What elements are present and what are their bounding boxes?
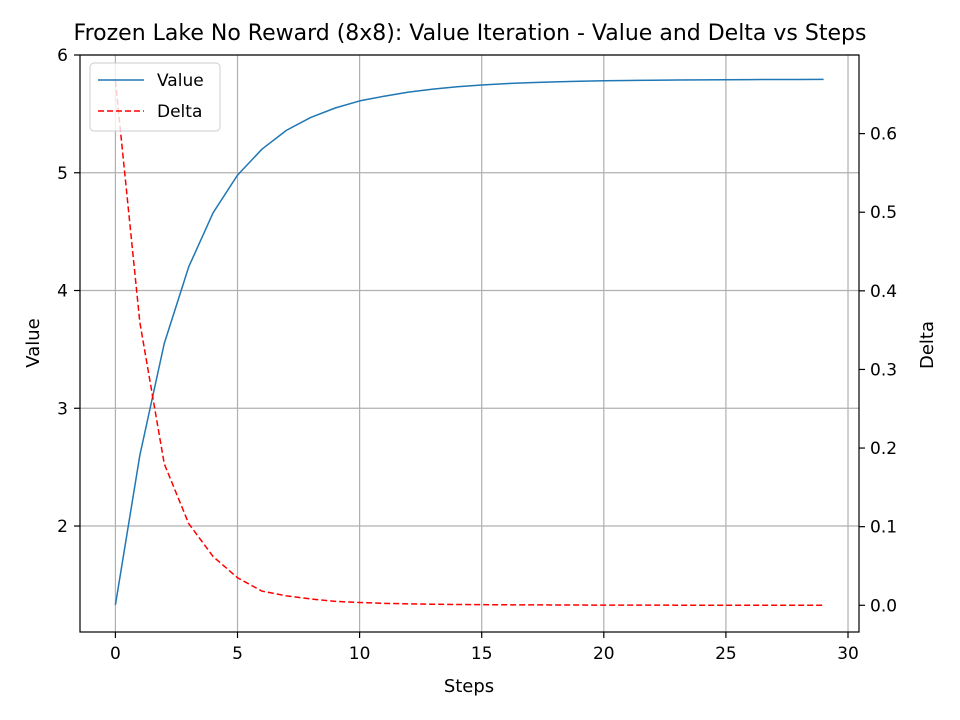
y-tick-label: 3 — [57, 399, 68, 419]
y2-tick-label: 0.1 — [870, 518, 897, 538]
legend-label-delta: Delta — [157, 102, 202, 122]
x-tick-label: 20 — [593, 644, 615, 664]
x-tick-label: 0 — [110, 644, 121, 664]
y2-axis-label: Delta — [917, 321, 938, 369]
y-tick-label: 5 — [57, 164, 68, 184]
y2-tick-label: 0.0 — [870, 596, 897, 616]
x-tick-label: 30 — [837, 644, 859, 664]
axes: 0 5 10 15 20 25 30 2 3 4 5 6 0.0 0.1 0.2 0.3 0.4 0.5 0.6 — [57, 46, 897, 664]
x-tick-label: 25 — [715, 644, 737, 664]
y2-tick-label: 0.6 — [870, 125, 897, 145]
y-tick-label: 6 — [57, 46, 68, 66]
y2-tick-label: 0.5 — [870, 203, 897, 223]
y2-tick-label: 0.2 — [870, 439, 897, 459]
plot-frame — [79, 54, 860, 633]
x-tick-label: 15 — [471, 644, 493, 664]
legend: Value Delta — [89, 62, 221, 132]
y-tick-label: 2 — [57, 517, 68, 537]
y-axis-label: Value — [23, 318, 44, 367]
series-line-value — [114, 78, 824, 606]
chart-title: Frozen Lake No Reward (8x8): Value Itera… — [74, 21, 867, 46]
series-line-delta — [114, 80, 824, 606]
legend-label-value: Value — [157, 71, 204, 91]
series-layer — [114, 78, 824, 606]
y2-tick-label: 0.3 — [870, 360, 897, 380]
grid — [80, 54, 859, 632]
x-tick-label: 10 — [349, 644, 371, 664]
x-axis-label: Steps — [444, 676, 494, 697]
y2-tick-label: 0.4 — [870, 282, 897, 302]
y-tick-label: 4 — [57, 282, 68, 302]
x-tick-label: 5 — [232, 644, 243, 664]
